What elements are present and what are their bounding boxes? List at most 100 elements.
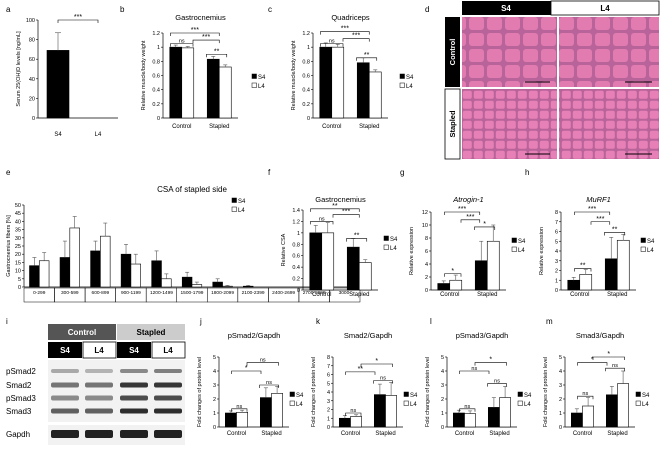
significance-label: * (591, 357, 594, 364)
legend-swatch (231, 197, 237, 203)
legend-swatch (635, 400, 641, 406)
significance-label: ns (494, 379, 500, 385)
bar (474, 260, 488, 291)
y-tick-label: 0.4 (302, 88, 310, 94)
y-tick-label: 35 (15, 228, 21, 234)
y-tick-label: 1.2 (302, 31, 310, 37)
bar (486, 240, 500, 291)
significance-bracket (231, 408, 248, 412)
y-tick-label: 1 (441, 411, 444, 417)
significance-bracket (356, 57, 378, 61)
significance-label: *** (74, 14, 82, 21)
significance-bracket (320, 43, 344, 47)
legend-label: L4 (642, 402, 649, 408)
bar (570, 412, 583, 428)
group-stapled-header (117, 324, 185, 340)
y-tick-label: 5 (327, 381, 330, 387)
significance-label: *** (341, 26, 349, 33)
y-tick-label: 0.6 (292, 254, 300, 260)
protein-label: Gapdh (6, 430, 30, 439)
significance-label: * (607, 351, 610, 358)
panel-letter-l: l (430, 317, 432, 326)
y-tick-label: 30 (15, 236, 21, 242)
category-label: Stapled (607, 431, 627, 437)
row-stapled-label: Stapled (448, 110, 457, 138)
protein-label: pSmad2 (6, 367, 36, 376)
panel-letter-a: a (6, 5, 11, 14)
blot-band (120, 408, 148, 414)
category-label: Control (172, 124, 191, 130)
significance-label: ** (364, 52, 370, 59)
category-label: S4 (54, 132, 62, 138)
significance-label: ns (471, 366, 477, 372)
y-tick-label: 2 (327, 408, 330, 414)
chart-title: MuRF1 (586, 195, 611, 204)
significance-bracket (460, 219, 481, 223)
y-tick-label: 0 (18, 285, 21, 291)
panel-letter-b: b (120, 5, 125, 14)
blot-band (154, 369, 182, 373)
protein-label: Smad3 (6, 407, 32, 416)
legend-label: L4 (647, 248, 654, 254)
y-axis-label: Relative expression (539, 227, 545, 275)
bar (161, 278, 172, 288)
significance-label: ns (464, 404, 470, 410)
lane-header (117, 342, 151, 358)
significance-label: *** (466, 214, 474, 221)
legend-label: L4 (238, 208, 245, 214)
chart-title: Atrogin-1 (452, 195, 483, 204)
bar (191, 284, 203, 288)
bar (338, 417, 351, 428)
legend-swatch (517, 400, 523, 406)
category-label: 900-1199 (121, 290, 141, 296)
lane-header (48, 342, 82, 358)
legend-label: S4 (258, 75, 266, 81)
blot-band (85, 382, 113, 388)
y-axis-label: Relative CSA (281, 233, 287, 266)
y-tick-label: 45 (15, 211, 21, 217)
y-tick-label: 6 (327, 373, 330, 379)
he-image-control-l4 (559, 17, 659, 87)
bar (616, 239, 630, 291)
significance-bracket (346, 238, 368, 242)
y-tick-label: 40 (15, 219, 21, 225)
chart-title: CSA of stapled side (157, 185, 227, 194)
chart-title: Gastrocnemius (315, 195, 366, 204)
y-tick-label: 5 (213, 355, 216, 361)
bar (69, 227, 80, 288)
significance-bracket (310, 221, 334, 225)
significance-label: * (375, 358, 378, 365)
panel-letter-g: g (400, 168, 404, 177)
group-control-label: Control (68, 328, 96, 337)
significance-label: *** (458, 206, 466, 213)
group-stapled-label: Stapled (137, 328, 166, 337)
legend-label: S4 (238, 199, 246, 205)
category-label: Control (573, 431, 592, 437)
significance-bracket (57, 19, 99, 23)
he-image-stapled-l4 (559, 89, 659, 159)
significance-label: ns (350, 408, 356, 414)
significance-label: * (245, 365, 248, 372)
row-stapled-bar (444, 88, 461, 160)
category-label: Stapled (261, 431, 281, 437)
significance-bracket (577, 395, 594, 400)
blot-band (85, 395, 113, 401)
y-tick-label: 2 (559, 397, 562, 403)
y-tick-label: 50 (15, 203, 21, 209)
category-label: 600-899 (92, 290, 110, 296)
significance-label: ** (332, 203, 338, 210)
significance-label: *** (191, 27, 199, 34)
bar (38, 260, 50, 288)
bar (309, 232, 323, 291)
legend-swatch (635, 391, 641, 397)
y-tick-label: 80 (29, 38, 35, 44)
y-tick-label: 0.8 (302, 59, 310, 65)
y-tick-label: 3 (327, 399, 330, 405)
y-tick-label: 1 (157, 45, 160, 51)
y-tick-label: 5 (441, 355, 444, 361)
legend-swatch (231, 206, 237, 212)
blot-band (120, 369, 148, 373)
header-s4 (462, 1, 551, 15)
chart-relative-csa: 0 0.2 0.4 0.6 0.8 1 1.2 1.4 Relative CSA Gastrocn… (281, 195, 398, 298)
